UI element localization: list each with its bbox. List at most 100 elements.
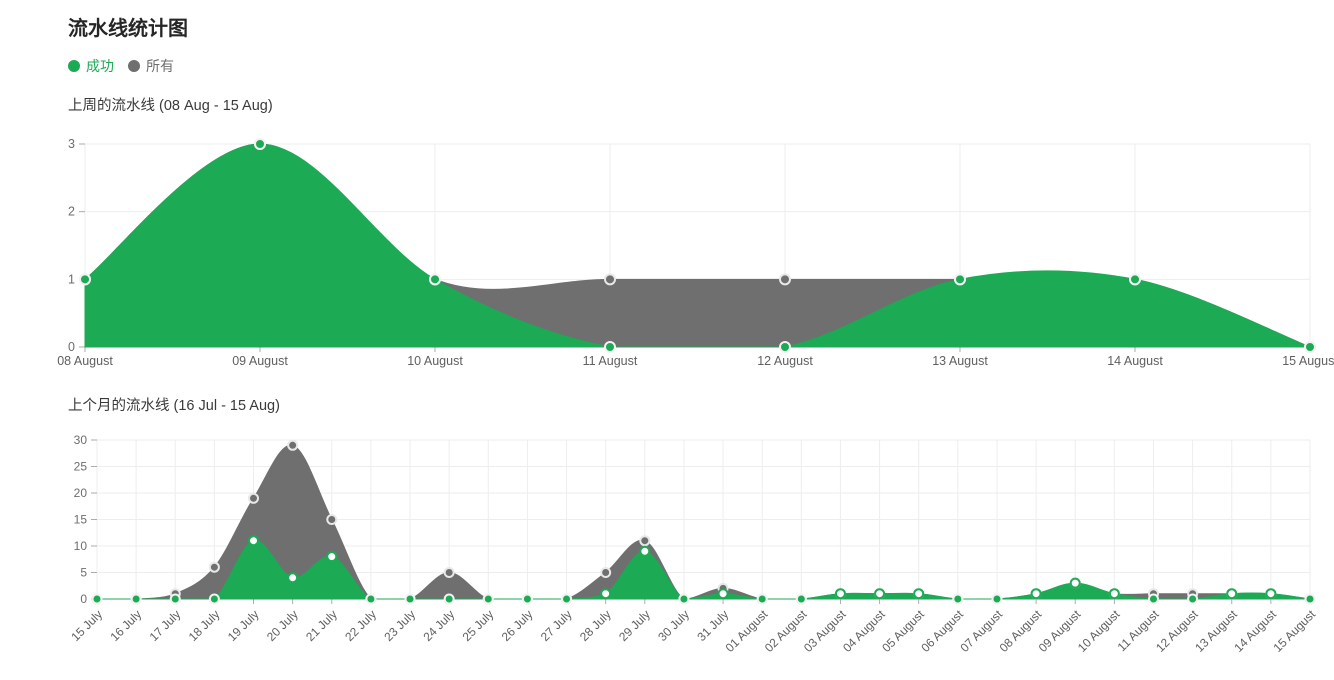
success-dot[interactable] — [604, 341, 616, 353]
x-tick-label: 10 August — [1075, 607, 1123, 655]
success-dot[interactable] — [991, 593, 1003, 605]
x-tick-label: 29 July — [616, 607, 653, 644]
y-tick-label: 3 — [68, 137, 75, 151]
success-dot[interactable] — [248, 535, 260, 547]
x-tick-label: 14 August — [1107, 354, 1163, 368]
week-chart: 0 1 2 3 08 August 09 August 10 August 11 August… — [0, 128, 1334, 378]
success-dot[interactable] — [208, 593, 220, 605]
all-dot[interactable] — [443, 567, 455, 578]
success-dot[interactable] — [678, 593, 690, 605]
success-dot[interactable] — [1129, 273, 1141, 286]
success-legend-dot-icon — [68, 60, 80, 72]
y-tick-label: 5 — [80, 566, 87, 580]
success-dot[interactable] — [1304, 593, 1316, 605]
x-tick-label: 09 August — [232, 354, 288, 368]
all-dot[interactable] — [779, 273, 791, 286]
x-tick-label: 26 July — [499, 607, 536, 644]
success-dot[interactable] — [1030, 588, 1042, 600]
success-dot[interactable] — [482, 593, 494, 605]
y-tick-label: 2 — [68, 205, 75, 219]
success-dot[interactable] — [1226, 588, 1238, 600]
x-tick-label: 30 July — [655, 607, 692, 644]
success-dot[interactable] — [429, 273, 441, 286]
success-dot[interactable] — [1147, 593, 1159, 605]
y-tick-label: 20 — [74, 486, 88, 500]
x-tick-label: 27 July — [538, 607, 575, 644]
x-tick-label: 08 August — [57, 354, 113, 368]
success-dot[interactable] — [521, 593, 533, 605]
x-tick-label: 20 July — [264, 607, 301, 644]
success-dot[interactable] — [254, 138, 266, 150]
success-dot[interactable] — [795, 593, 807, 605]
all-dot[interactable] — [604, 273, 616, 286]
success-dot[interactable] — [717, 588, 729, 600]
success-dot[interactable] — [1108, 588, 1120, 600]
success-dot[interactable] — [954, 273, 966, 286]
y-tick-label: 0 — [80, 592, 87, 606]
y-tick-label: 0 — [68, 340, 75, 354]
success-dot[interactable] — [834, 588, 846, 600]
x-tick-label: 16 July — [107, 607, 144, 644]
y-tick-label: 25 — [74, 460, 88, 474]
success-area-path — [84, 143, 1311, 348]
legend-item-all[interactable]: 所有 — [128, 56, 174, 76]
x-tick-label: 10 August — [407, 354, 463, 368]
legend: 成功 所有 — [68, 56, 174, 76]
all-dot[interactable] — [326, 514, 338, 525]
week-chart-title: 上周的流水线 (08 Aug - 15 Aug) — [68, 98, 273, 114]
x-tick-label: 13 August — [932, 354, 988, 368]
all-dot[interactable] — [248, 492, 260, 504]
success-dot[interactable] — [600, 588, 612, 600]
all-dot[interactable] — [208, 561, 220, 573]
success-dot[interactable] — [79, 273, 91, 286]
x-tick-label: 21 July — [303, 607, 340, 644]
success-dot[interactable] — [779, 341, 791, 353]
page-title: 流水线统计图 — [68, 18, 188, 40]
x-tick-label: 15 August — [1282, 354, 1334, 368]
success-dot[interactable] — [1265, 588, 1277, 600]
all-dot[interactable] — [639, 535, 651, 547]
success-dot[interactable] — [1304, 341, 1316, 353]
x-tick-label: 18 July — [186, 607, 223, 644]
x-tick-label: 15 July — [68, 607, 105, 644]
y-tick-label: 10 — [74, 539, 88, 553]
success-dot[interactable] — [561, 593, 573, 605]
all-dot[interactable] — [600, 567, 612, 578]
legend-label-success: 成功 — [86, 58, 114, 74]
x-tick-label: 12 August — [757, 354, 813, 368]
success-dot[interactable] — [1069, 577, 1081, 589]
month-chart: 0 5 10 15 20 25 30 15 July 16 July 17 July 18 July… — [0, 425, 1334, 680]
y-tick-label: 1 — [68, 272, 75, 286]
x-tick-label: 11 August — [583, 354, 638, 368]
x-tick-label: 31 July — [694, 607, 731, 644]
y-tick-label: 30 — [74, 433, 88, 447]
x-tick-label: 19 July — [225, 607, 262, 644]
success-dot[interactable] — [91, 593, 103, 605]
legend-item-success[interactable]: 成功 — [68, 56, 114, 76]
success-dot[interactable] — [639, 545, 651, 557]
success-dot[interactable] — [130, 593, 142, 605]
all-legend-dot-icon — [128, 60, 140, 72]
week-chart-svg: 0 1 2 3 08 August 09 August 10 August 11 August… — [57, 137, 1334, 368]
success-dot[interactable] — [404, 593, 416, 605]
success-dot[interactable] — [756, 593, 768, 605]
legend-label-all: 所有 — [146, 58, 174, 74]
x-tick-label: 23 July — [381, 607, 418, 644]
success-dot[interactable] — [169, 593, 181, 605]
success-dot[interactable] — [365, 593, 377, 605]
success-dot[interactable] — [443, 593, 455, 605]
all-dot[interactable] — [287, 439, 299, 451]
x-tick-label: 28 July — [577, 607, 614, 644]
success-dot[interactable] — [913, 588, 925, 600]
y-tick-label: 15 — [74, 513, 88, 527]
success-dot[interactable] — [326, 551, 338, 563]
month-chart-svg: 0 5 10 15 20 25 30 15 July 16 July 17 July 18 July… — [68, 433, 1318, 655]
x-tick-label: 15 August — [1270, 607, 1318, 655]
success-dot[interactable] — [287, 572, 299, 584]
success-dot[interactable] — [874, 588, 886, 600]
success-dot[interactable] — [952, 593, 964, 605]
success-dot[interactable] — [1187, 593, 1199, 605]
month-chart-title: 上个月的流水线 (16 Jul - 15 Aug) — [68, 398, 280, 414]
x-tick-label: 24 July — [420, 607, 457, 644]
